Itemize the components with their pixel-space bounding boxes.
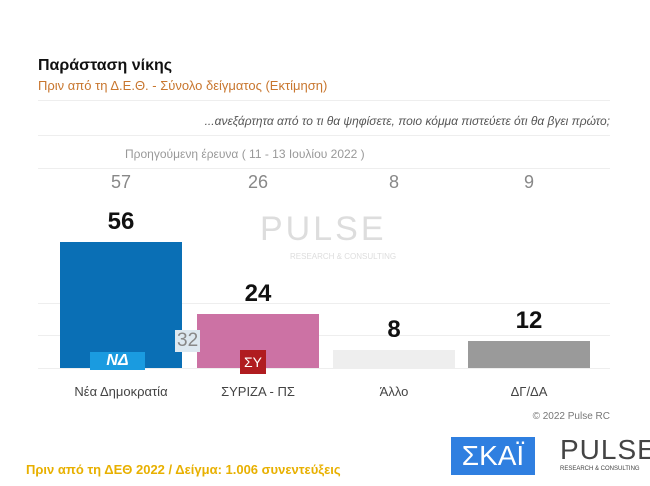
previous-value: 9	[523, 172, 534, 192]
chart-subtitle: Πριν από τη Δ.Ε.Θ. - Σύνολο δείγματος (Ε…	[38, 78, 328, 93]
bar	[333, 350, 455, 368]
divider	[38, 168, 610, 169]
copyright: © 2022 Pulse RC	[532, 411, 610, 422]
previous-survey-label: Προηγούμενη έρευνα ( 11 - 13 Ιουλίου 202…	[125, 147, 365, 161]
gridline	[38, 303, 610, 304]
pulse-logo: PULSE	[560, 434, 650, 465]
category-label: Άλλο	[379, 384, 409, 399]
skai-logo: ΣΚΑΪ	[451, 437, 535, 475]
pulse-logo-tag: RESEARCH & CONSULTING	[560, 466, 640, 472]
overlay-label: 32	[175, 330, 201, 352]
gridline	[38, 368, 610, 369]
previous-value: 57	[110, 172, 132, 192]
data-label: 56	[107, 208, 135, 235]
pulse-watermark-tag: RESEARCH & CONSULTING	[290, 252, 397, 261]
data-label: 12	[515, 307, 543, 334]
previous-value: 8	[388, 172, 399, 192]
syriza-logo: ΣΥ	[240, 350, 266, 374]
divider	[38, 135, 610, 136]
category-label: ΔΓ/ΔΑ	[510, 384, 548, 399]
bar	[468, 341, 590, 368]
divider	[38, 100, 610, 101]
category-label: Νέα Δημοκρατία	[74, 384, 168, 399]
data-label: 8	[387, 316, 401, 343]
bar	[60, 242, 182, 368]
chart-title: Παράσταση νίκης	[38, 57, 173, 74]
gridline	[38, 335, 610, 336]
pulse-watermark: PULSE	[260, 210, 387, 248]
data-label: 24	[244, 280, 272, 307]
question-text: ...ανεξάρτητα από το τι θα ψηφίσετε, ποι…	[204, 114, 610, 128]
category-label: ΣΥΡΙΖΑ - ΠΣ	[221, 384, 295, 399]
previous-value: 26	[247, 172, 269, 192]
footer-note: Πριν από τη ΔΕΘ 2022 / Δείγμα: 1.006 συν…	[26, 462, 341, 477]
nd-logo: ΝΔ	[90, 352, 145, 370]
